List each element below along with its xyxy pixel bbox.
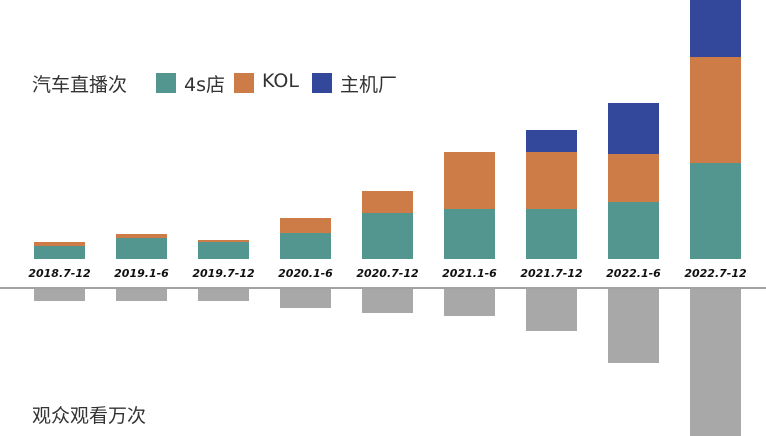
bar-viewers-6 xyxy=(526,289,577,331)
bar-kol-1 xyxy=(116,234,167,238)
x-tick-label-7: 2022.1-6 xyxy=(606,267,661,280)
x-tick-label-0: 2018.7-12 xyxy=(28,267,91,280)
bar-4s-8 xyxy=(690,163,741,259)
bar-kol-5 xyxy=(444,152,495,209)
legend-title: 汽车直播次 xyxy=(32,74,128,96)
x-tick-label-3: 2020.1-6 xyxy=(278,267,333,280)
bar-4s-2 xyxy=(198,242,249,259)
bar-viewers-8 xyxy=(690,289,741,436)
bar-4s-7 xyxy=(608,202,659,259)
bar-viewers-4 xyxy=(362,289,413,313)
x-tick-label-4: 2020.7-12 xyxy=(356,267,419,280)
bar-kol-4 xyxy=(362,191,413,213)
legend-label-oem: 主机厂 xyxy=(340,74,398,96)
x-tick-label-6: 2021.7-12 xyxy=(520,267,583,280)
bar-kol-6 xyxy=(526,152,577,209)
legend-label-4s: 4s店 xyxy=(184,74,225,96)
bar-viewers-1 xyxy=(116,289,167,301)
x-tick-label-1: 2019.1-6 xyxy=(114,267,169,280)
x-tick-label-8: 2022.7-12 xyxy=(684,267,747,280)
bar-viewers-2 xyxy=(198,289,249,301)
bar-4s-0 xyxy=(34,246,85,259)
bar-kol-8 xyxy=(690,57,741,163)
bar-4s-4 xyxy=(362,213,413,259)
bar-oem-8 xyxy=(690,0,741,57)
bar-kol-0 xyxy=(34,242,85,246)
bar-4s-1 xyxy=(116,238,167,259)
bar-oem-6 xyxy=(526,130,577,152)
bar-viewers-5 xyxy=(444,289,495,316)
bar-4s-6 xyxy=(526,209,577,259)
bar-4s-5 xyxy=(444,209,495,259)
x-tick-label-2: 2019.7-12 xyxy=(192,267,255,280)
legend-label-kol: KOL xyxy=(262,70,299,92)
bar-viewers-0 xyxy=(34,289,85,301)
legend-swatch-oem xyxy=(312,73,332,93)
bar-viewers-7 xyxy=(608,289,659,363)
bar-viewers-3 xyxy=(280,289,331,308)
bottom-label: 观众观看万次 xyxy=(32,405,147,427)
legend-swatch-4s xyxy=(156,73,176,93)
legend-swatch-kol xyxy=(234,73,254,93)
bar-4s-3 xyxy=(280,233,331,259)
bar-kol-2 xyxy=(198,240,249,242)
bar-kol-7 xyxy=(608,154,659,202)
bar-kol-3 xyxy=(280,218,331,233)
bar-oem-7 xyxy=(608,103,659,154)
x-tick-label-5: 2021.1-6 xyxy=(442,267,497,280)
